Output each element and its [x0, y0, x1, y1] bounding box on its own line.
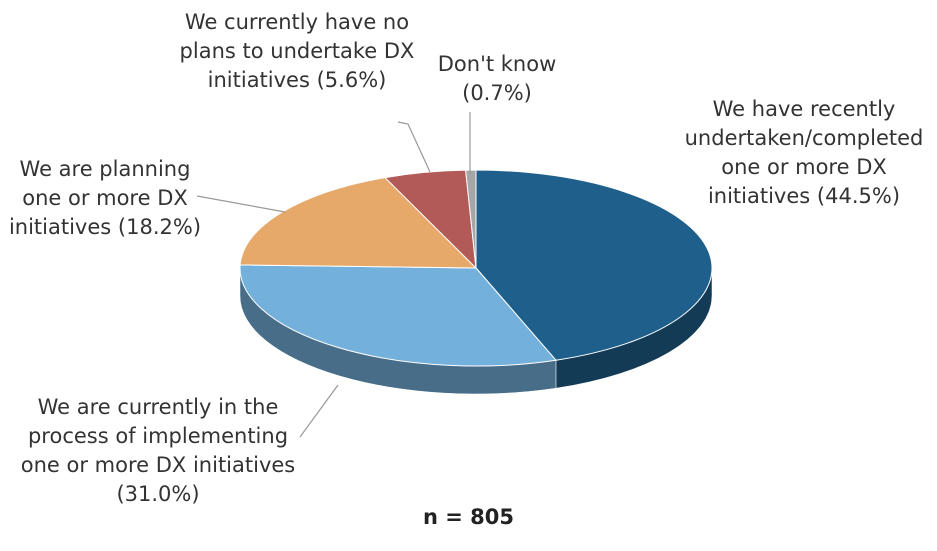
slice [239, 264, 557, 367]
leader-line [299, 384, 339, 438]
value-label: (31.0%) [116, 482, 200, 506]
value-label: (18.2%) [117, 215, 202, 239]
leader-line [397, 121, 431, 173]
slice-label: We currently have no plans to undertake … [180, 8, 415, 95]
category-label: We are planning one or more DX initiativ… [8, 157, 191, 239]
leader-line [196, 195, 286, 213]
category-label: Don't know [437, 52, 557, 76]
slice [465, 169, 477, 269]
slice-label: Don't know (0.7%) [422, 50, 572, 108]
slice [239, 177, 478, 269]
slice-label: We are planning one or more DX initiativ… [3, 155, 208, 242]
value-label: (5.6%) [316, 68, 387, 92]
category-label: We currently have no plans to undertake … [179, 10, 415, 92]
category-label: We have recently undertaken/completed on… [684, 97, 924, 208]
value-label: (44.5%) [816, 184, 901, 208]
slice-label: We have recently undertaken/completed on… [669, 95, 937, 211]
slice [475, 169, 713, 361]
value-label: (0.7%) [462, 81, 532, 105]
sample-size: n = 805 [422, 505, 514, 529]
slice-label: We are currently in the process of imple… [8, 393, 308, 509]
leader-lines [196, 112, 471, 438]
slices [239, 169, 713, 395]
category-label: We are currently in the process of imple… [20, 395, 296, 477]
